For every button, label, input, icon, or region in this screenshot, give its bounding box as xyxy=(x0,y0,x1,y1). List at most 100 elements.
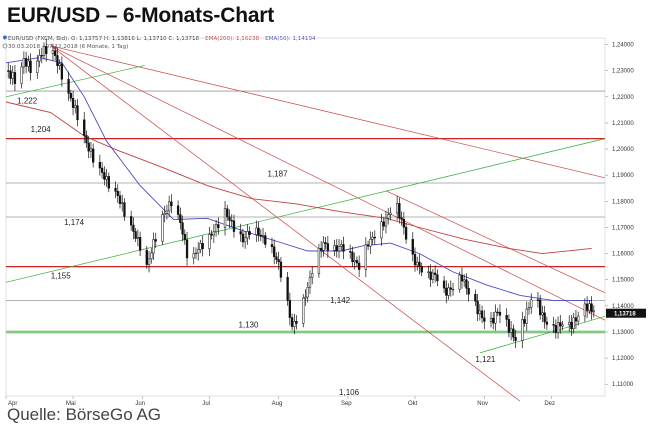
level-annotation: 1,121 xyxy=(475,355,496,364)
candle xyxy=(420,262,423,277)
candle xyxy=(561,320,564,331)
candle-body xyxy=(9,70,12,79)
date-range: 30.03.2018 - 07.12.2018 (6 Monate, 1 Tag… xyxy=(8,44,128,50)
ohlc-readout: EUR/USD (FXCM, Bid): O: 1,13757 H: 1,138… xyxy=(8,36,200,42)
candle-body xyxy=(572,317,575,330)
candle xyxy=(192,247,195,265)
candle-body xyxy=(389,212,392,215)
y-tick-label: 1,16000 xyxy=(612,252,634,258)
candle xyxy=(194,247,198,260)
candle xyxy=(523,315,526,327)
candle xyxy=(353,252,356,270)
candle xyxy=(45,38,48,62)
candle xyxy=(246,224,249,245)
candle-body xyxy=(45,46,48,55)
candle-body xyxy=(54,50,57,56)
candle xyxy=(355,256,359,267)
candle-body xyxy=(574,317,578,322)
candle xyxy=(295,315,298,330)
candle-body xyxy=(311,273,314,278)
candle-body xyxy=(197,249,200,254)
candle xyxy=(369,231,372,255)
candle xyxy=(521,311,524,349)
candle xyxy=(270,237,274,254)
x-tick-label: Jun xyxy=(135,401,145,407)
candle xyxy=(67,71,70,101)
candle xyxy=(56,47,59,74)
candle-body xyxy=(402,218,405,228)
candle-body xyxy=(152,239,155,254)
candle xyxy=(592,305,595,318)
candle-body xyxy=(543,312,546,323)
y-tick-label: 1,11000 xyxy=(612,382,634,388)
candle xyxy=(214,219,218,237)
candle xyxy=(398,197,401,224)
candle-body xyxy=(442,280,446,289)
trend-lines xyxy=(5,45,606,402)
candle xyxy=(577,311,580,326)
candle xyxy=(181,215,184,242)
candle-body xyxy=(449,287,452,290)
candle xyxy=(413,247,417,272)
candle-body xyxy=(304,296,307,299)
candle-body xyxy=(56,55,59,66)
candle-body xyxy=(507,319,511,333)
candle xyxy=(185,232,189,266)
candle-body xyxy=(398,203,401,219)
trend-line xyxy=(50,45,521,402)
candle-body xyxy=(369,238,372,247)
candle xyxy=(389,207,392,221)
candle-body xyxy=(38,55,41,62)
candle-body xyxy=(302,297,305,324)
candle-body xyxy=(210,234,213,236)
candle xyxy=(418,254,421,275)
candle xyxy=(337,238,341,259)
candle xyxy=(467,280,470,302)
candle-body xyxy=(559,322,562,327)
candle-body xyxy=(132,224,135,232)
candle xyxy=(54,45,57,61)
candle xyxy=(7,62,10,79)
candle xyxy=(590,296,593,320)
candle xyxy=(373,230,376,245)
candle-body xyxy=(264,235,267,245)
candle xyxy=(58,59,61,71)
candle-body xyxy=(40,55,43,57)
candle xyxy=(230,214,233,227)
candle xyxy=(400,211,403,226)
candle-body xyxy=(512,328,515,338)
candle xyxy=(411,232,414,262)
candle-body xyxy=(382,221,385,227)
candle xyxy=(492,311,495,330)
candle-body xyxy=(371,236,374,240)
candle xyxy=(138,231,142,257)
candle xyxy=(431,269,435,284)
level-annotation: 1,174 xyxy=(64,218,85,227)
candle xyxy=(168,195,171,218)
x-tick-label: Aug xyxy=(272,401,283,407)
candle-body xyxy=(400,217,403,220)
candle-body xyxy=(554,325,557,333)
candle-body xyxy=(11,72,14,79)
candle-body xyxy=(545,321,549,325)
last-price-badge: 1,13718 xyxy=(606,308,646,318)
candle xyxy=(71,90,75,116)
candle-body xyxy=(121,202,124,204)
candle xyxy=(152,232,155,261)
candle-body xyxy=(226,208,229,218)
series-marker-icon xyxy=(3,35,7,40)
candle xyxy=(136,229,140,247)
y-tick-label: 1,12000 xyxy=(612,356,634,362)
candle xyxy=(536,291,540,308)
candle xyxy=(145,245,148,269)
candle xyxy=(134,227,137,242)
x-tick-label: Sep xyxy=(341,401,352,407)
candle-body xyxy=(431,272,435,280)
candle-body xyxy=(319,248,323,251)
candle-body xyxy=(324,242,327,244)
candle-body xyxy=(467,287,470,295)
candle-body xyxy=(539,299,542,316)
last-price-label: 1,13718 xyxy=(614,311,636,317)
candle xyxy=(98,154,102,176)
candle xyxy=(583,298,587,322)
